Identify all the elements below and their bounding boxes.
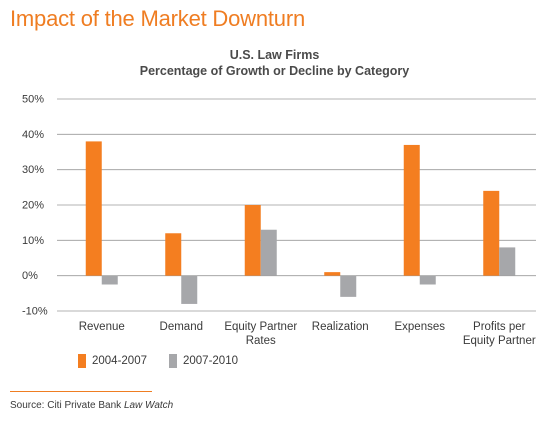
chart-title: U.S. Law Firms	[229, 48, 320, 62]
source-publication: Law Watch	[123, 400, 174, 411]
legend-swatch-series-2	[169, 354, 177, 368]
bar-series-1	[324, 272, 341, 276]
bar-series-1	[244, 205, 261, 276]
x-category-label: Profits per	[473, 321, 526, 333]
x-category-label: Revenue	[79, 321, 125, 333]
bars	[85, 141, 516, 304]
bar-series-2	[101, 275, 118, 285]
legend-label-series-1: 2004-2007	[92, 355, 147, 367]
source-prefix: Source: Citi Private Bank	[10, 400, 124, 411]
gridlines	[57, 98, 536, 312]
x-category-label: Realization	[312, 321, 369, 333]
x-category-label: Expenses	[394, 321, 445, 333]
bar-series-1	[403, 144, 420, 276]
bar-series-1	[483, 190, 500, 276]
legend-label-series-2: 2007-2010	[183, 355, 238, 367]
source-note: Source: Citi Private Bank Law Watch	[10, 400, 173, 411]
page-title: Impact of the Market Downturn	[10, 6, 305, 31]
y-tick-label: 50%	[22, 94, 44, 106]
bar-series-2	[260, 229, 277, 276]
x-category-label: Rates	[246, 335, 276, 347]
source-divider	[10, 391, 152, 392]
x-axis-category-labels: Revenue Demand Equity Partner Rates Realizat…	[79, 321, 536, 347]
y-tick-label: 30%	[22, 164, 44, 176]
x-category-label: Demand	[160, 321, 203, 333]
x-category-label: Equity Partner	[224, 321, 297, 333]
bar-series-1	[165, 233, 182, 276]
bar-chart: 50% 40% 30% 20% 10% 0% -10% Revenue Demand Equit…	[22, 94, 536, 347]
legend-item-series-2: 2007-2010	[169, 354, 238, 368]
bar-series-2	[181, 275, 198, 304]
legend: 2004-2007 2007-2010	[78, 354, 260, 368]
legend-item-series-1: 2004-2007	[78, 354, 147, 368]
y-tick-label: -10%	[22, 306, 48, 318]
y-tick-label: 0%	[22, 270, 38, 282]
bar-series-2	[419, 275, 436, 285]
chart-subtitle: Percentage of Growth or Decline by Categ…	[139, 64, 410, 78]
y-axis-tick-labels: 50% 40% 30% 20% 10% 0% -10%	[22, 94, 48, 318]
legend-swatch-series-1	[78, 354, 86, 368]
bar-series-2	[340, 275, 357, 297]
y-tick-label: 40%	[22, 129, 44, 141]
bar-series-2	[499, 247, 516, 276]
bar-series-1	[85, 141, 102, 276]
x-category-label: Equity Partner	[463, 335, 536, 347]
y-tick-label: 10%	[22, 235, 44, 247]
y-tick-label: 20%	[22, 200, 44, 212]
